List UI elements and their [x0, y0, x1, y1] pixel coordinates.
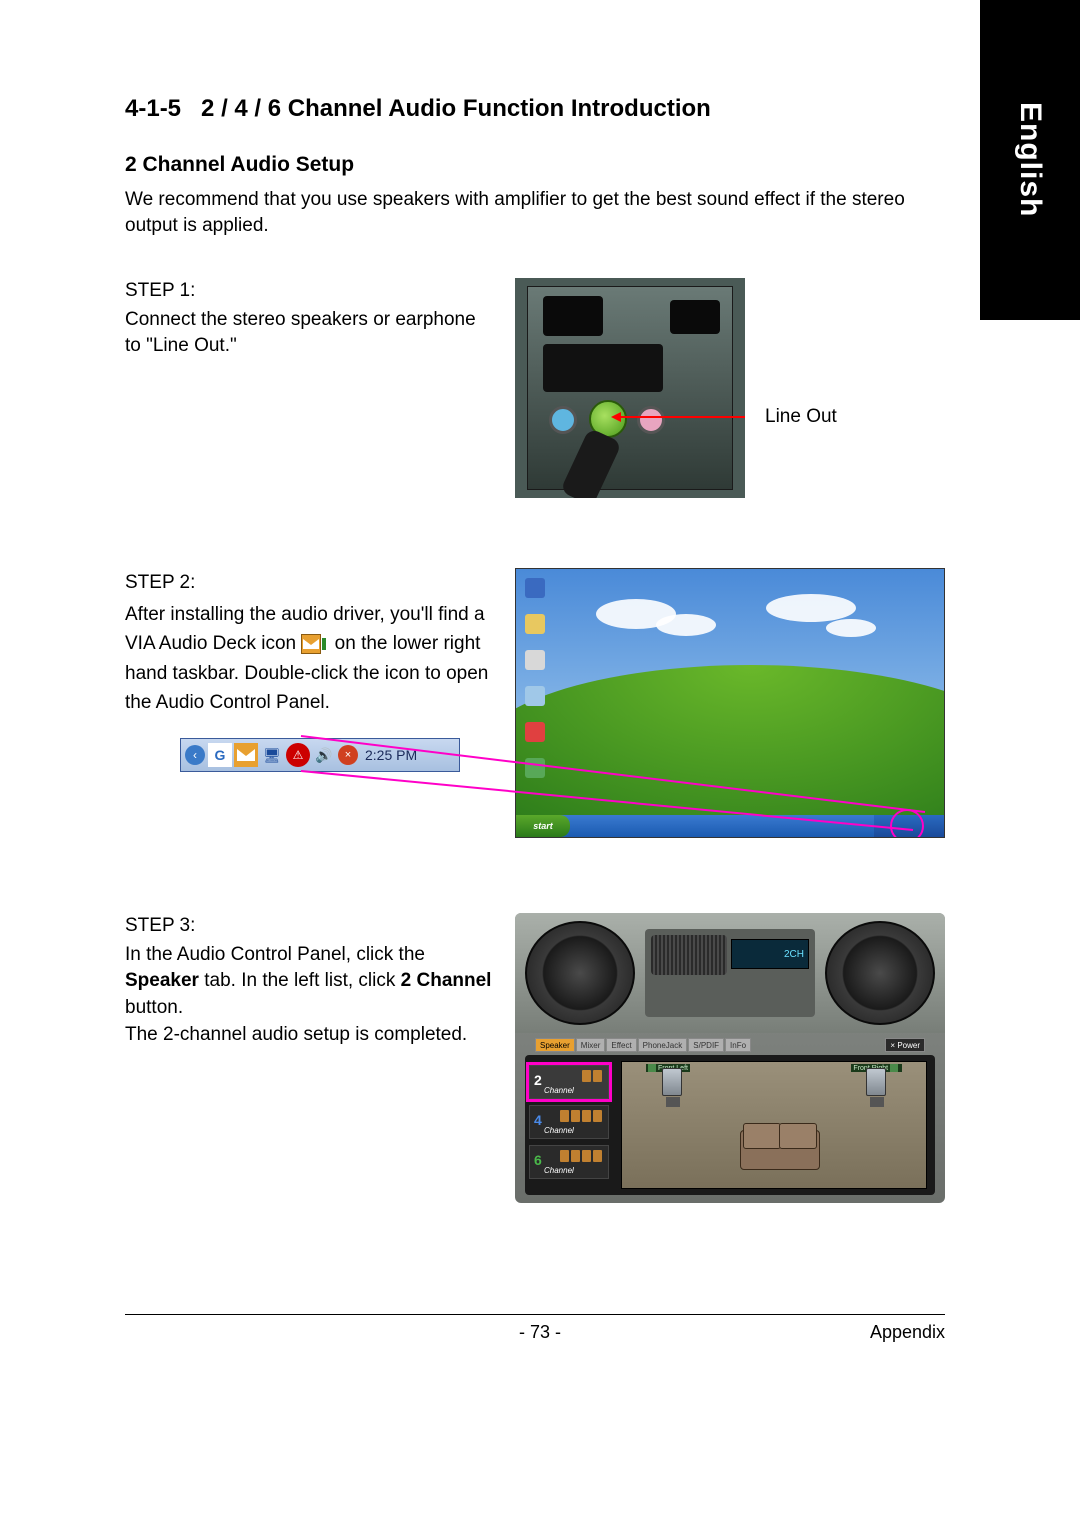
step-3-bold-b: 2 Channel	[401, 970, 492, 991]
section-title: 4-1-5 2 / 4 / 6 Channel Audio Function I…	[125, 95, 945, 123]
step-3: STEP 3: In the Audio Control Panel, clic…	[125, 913, 945, 1213]
tray-audio-deck-icon[interactable]	[234, 743, 258, 767]
desktop-icon[interactable]	[524, 613, 546, 635]
start-button[interactable]: start	[516, 815, 570, 837]
step-3-text-a: In the Audio Control Panel, click the	[125, 944, 425, 965]
language-tab: English	[980, 0, 1080, 320]
callout-arrow-icon	[619, 416, 745, 418]
step-3-label: STEP 3:	[125, 913, 495, 940]
tray-g-icon[interactable]: G	[208, 743, 232, 767]
deck-grille-icon	[651, 935, 727, 975]
channel-4-button[interactable]: 4Channel	[529, 1105, 609, 1139]
sofa-icon	[740, 1130, 820, 1170]
xp-desktop-icon: start	[515, 568, 945, 838]
step-1-figure	[515, 278, 745, 498]
channel-2-button[interactable]: 2Channel	[529, 1065, 609, 1099]
step-1: STEP 1: Connect the stereo speakers or e…	[125, 278, 945, 523]
section-number: 4-1-5	[125, 95, 181, 122]
step-3-bold-a: Speaker	[125, 970, 199, 991]
speaker-room: Front Left Front Right	[621, 1061, 927, 1189]
deck-tab-phonejack[interactable]: PhoneJack	[638, 1038, 688, 1052]
usb-port-icon	[670, 300, 720, 334]
line-out-callout: Line Out	[765, 406, 837, 428]
subsection-title: 2 Channel Audio Setup	[125, 153, 945, 177]
channel-6-button[interactable]: 6Channel	[529, 1145, 609, 1179]
front-right-speaker-icon[interactable]	[866, 1068, 886, 1096]
footer-rule	[125, 1314, 945, 1315]
deck-tab-speaker[interactable]: Speaker	[535, 1038, 575, 1052]
deck-speaker-left-icon	[525, 921, 635, 1025]
deck-tabs: SpeakerMixerEffectPhoneJackS/PDIFInFo × P…	[535, 1038, 925, 1052]
section-heading: 2 / 4 / 6 Channel Audio Function Introdu…	[201, 95, 711, 122]
step-2-label: STEP 2:	[125, 568, 495, 597]
taskbar-zoom: ‹ G ⚠ 🔊 × 2:25 PM	[180, 738, 460, 772]
tray-display-icon[interactable]	[260, 743, 284, 767]
desktop-icon[interactable]	[524, 649, 546, 671]
deck-speaker-right-icon	[825, 921, 935, 1025]
audio-deck-panel: 2CH SpeakerMixerEffectPhoneJackS/PDIFInF…	[515, 913, 945, 1203]
step-2: STEP 2: After installing the audio drive…	[125, 568, 945, 868]
step-1-label: STEP 1:	[125, 278, 495, 305]
language-label: English	[1013, 102, 1047, 217]
footer-section: Appendix	[870, 1322, 945, 1343]
step-3-figure: 2CH SpeakerMixerEffectPhoneJackS/PDIFInF…	[515, 913, 945, 1203]
step-3-text-d: The 2-channel audio setup is completed.	[125, 1024, 467, 1045]
desktop-icon[interactable]	[524, 721, 546, 743]
desktop-icon[interactable]	[524, 577, 546, 599]
tray-expand-icon[interactable]: ‹	[185, 745, 205, 765]
step-3-text-b: tab. In the left list, click	[199, 970, 401, 991]
ps2-port-icon	[543, 296, 603, 336]
tray-red-icon[interactable]: ×	[338, 745, 358, 765]
intro-text: We recommend that you use speakers with …	[125, 187, 945, 238]
deck-tab-info[interactable]: InFo	[725, 1038, 751, 1052]
desktop-icon[interactable]	[524, 757, 546, 779]
tray-volume-icon[interactable]: 🔊	[312, 743, 336, 767]
step-2-figure: start	[515, 568, 945, 838]
front-left-speaker-icon[interactable]	[662, 1068, 682, 1096]
step-1-text: Connect the stereo speakers or earphone …	[125, 309, 476, 357]
deck-tab-effect[interactable]: Effect	[606, 1038, 636, 1052]
highlight-circle-icon	[890, 809, 924, 838]
deck-lcd: 2CH	[731, 939, 809, 969]
parallel-port-icon	[543, 344, 663, 392]
tray-clock: 2:25 PM	[365, 747, 417, 763]
tray-security-icon[interactable]: ⚠	[286, 743, 310, 767]
deck-power-button[interactable]: × Power	[885, 1038, 925, 1052]
desktop-icon[interactable]	[524, 685, 546, 707]
via-audio-deck-icon	[301, 634, 329, 654]
step-3-text-c: button.	[125, 997, 183, 1018]
channel-list: 2Channel 4Channel 6Channel	[529, 1065, 615, 1185]
deck-tab-mixer[interactable]: Mixer	[576, 1038, 606, 1052]
deck-tab-s/pdif[interactable]: S/PDIF	[688, 1038, 724, 1052]
